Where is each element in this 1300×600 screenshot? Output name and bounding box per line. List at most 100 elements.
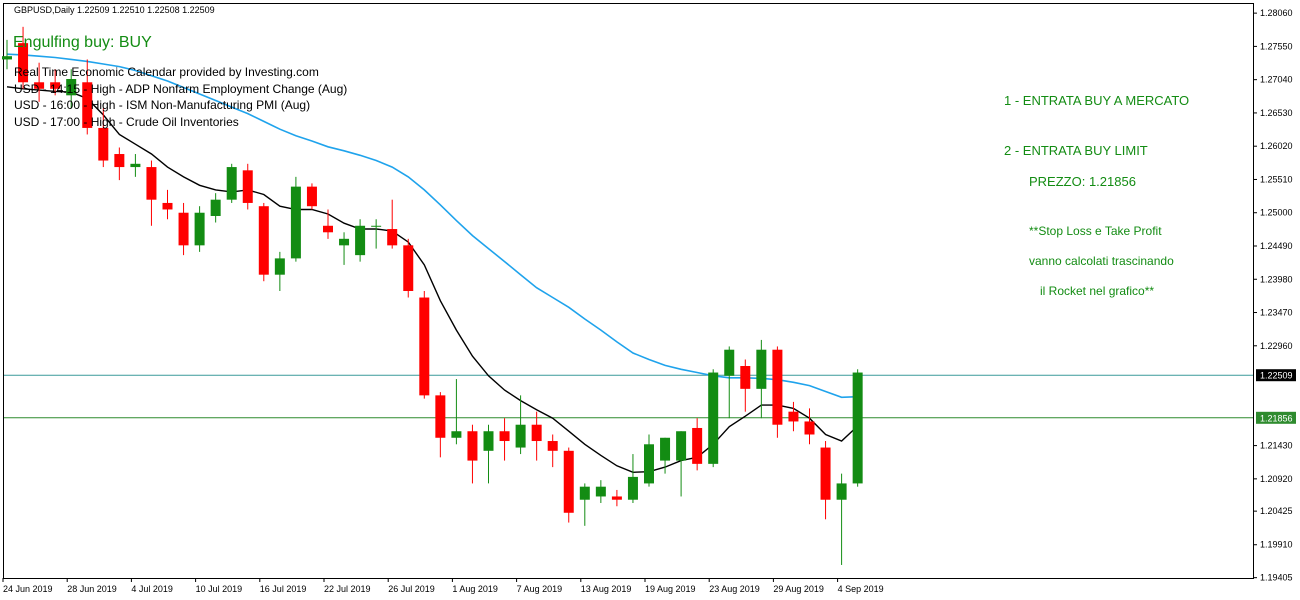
candle: [483, 424, 494, 484]
candle-body: [194, 212, 205, 246]
candle: [531, 411, 542, 461]
candle: [290, 176, 301, 262]
note-limit-price: PREZZO: 1.21856: [1029, 174, 1136, 189]
note-sl-tp-3: il Rocket nel grafico**: [1040, 284, 1155, 298]
candle: [162, 189, 173, 220]
candle-body: [34, 82, 45, 89]
x-tick-label: 1 Aug 2019: [452, 584, 498, 594]
candle: [98, 108, 109, 168]
candle: [708, 369, 719, 468]
candle-body: [579, 486, 590, 500]
y-axis: 1.28060 1.27550 1.27040 1.26530 1.26020 1.255…: [1253, 8, 1293, 583]
candle-body: [258, 206, 269, 275]
candle-body: [660, 437, 671, 461]
candle-body: [387, 229, 398, 246]
candle-body: [756, 349, 767, 389]
candle: [788, 401, 799, 432]
current-price-tag-bg: [1256, 369, 1296, 382]
candle: [210, 193, 221, 223]
candle: [435, 392, 446, 458]
candle: [820, 441, 831, 520]
candle-body: [499, 431, 510, 442]
candle: [467, 424, 478, 484]
candle-body: [82, 82, 93, 128]
y-tick-label: 1.21430: [1260, 441, 1293, 451]
price-tags: 1.22509 1.21856: [1256, 369, 1296, 424]
y-tick-label: 1.25510: [1260, 174, 1293, 184]
price-level-lines[interactable]: [4, 374, 1253, 419]
candle: [595, 480, 606, 503]
candle-body: [114, 154, 125, 168]
candle: [114, 147, 125, 181]
y-tick-label: 1.27040: [1260, 75, 1293, 85]
x-tick-label: 4 Sep 2019: [838, 584, 884, 594]
x-tick-label: 7 Aug 2019: [517, 584, 563, 594]
candle-body: [515, 424, 526, 448]
candle-body: [210, 199, 221, 216]
x-tick-label: 23 Aug 2019: [709, 584, 760, 594]
candle: [274, 251, 285, 291]
note-sl-tp-2: vanno calcolati trascinando: [1029, 254, 1174, 268]
candle-body: [146, 167, 157, 200]
candle: [339, 232, 350, 265]
candle-body: [531, 424, 542, 442]
candle-body: [740, 366, 751, 389]
candle: [403, 238, 414, 298]
candle: [756, 339, 767, 419]
candle-body: [226, 167, 237, 200]
candle-body: [18, 43, 29, 83]
note-market-entry: 1 - ENTRATA BUY A MERCATO: [1004, 93, 1190, 108]
calendar-title: Real Time Economic Calendar provided by …: [14, 65, 319, 79]
y-tick-label: 1.26020: [1260, 141, 1293, 151]
candle: [644, 434, 654, 487]
candle: [387, 199, 398, 249]
x-tick-label: 28 Jun 2019: [67, 584, 117, 594]
candle: [178, 202, 189, 256]
candle-body: [451, 431, 462, 438]
candle-body: [274, 258, 285, 275]
x-tick-label: 24 Jun 2019: [3, 584, 53, 594]
candle: [676, 431, 687, 497]
candle: [804, 408, 815, 445]
calendar-event: USD - 14:15 - High - ADP Nonfarm Employm…: [14, 81, 348, 96]
candle: [611, 489, 622, 507]
symbol-info: GBPUSD,Daily 1.22509 1.22510 1.22508 1.2…: [14, 5, 215, 15]
candle: [499, 418, 510, 461]
candle: [34, 62, 45, 102]
signal-label: Engulfing buy: BUY: [13, 34, 152, 51]
candle-body: [676, 431, 687, 461]
ma-fast-line: [6, 86, 859, 474]
x-tick-label: 26 Jul 2019: [388, 584, 435, 594]
candle: [306, 183, 317, 210]
candle: [82, 59, 93, 135]
limit-price-tag-text: 1.21856: [1260, 413, 1293, 423]
candle-body: [371, 225, 382, 227]
candle: [18, 26, 29, 89]
candle: [146, 160, 157, 226]
candle-body: [820, 447, 831, 500]
candle: [724, 346, 735, 419]
candle: [547, 434, 558, 468]
y-tick-label: 1.19405: [1260, 573, 1293, 583]
x-tick-label: 13 Aug 2019: [581, 584, 632, 594]
candle-body: [306, 186, 317, 207]
candle-body: [419, 297, 430, 396]
candle-body: [130, 163, 141, 168]
candle-body: [355, 225, 366, 256]
limit-price-tag-bg: [1256, 411, 1296, 424]
candle-body: [692, 427, 703, 464]
y-tick-label: 1.19910: [1260, 540, 1293, 550]
candle: [772, 346, 783, 438]
candle-body: [290, 186, 301, 259]
candlesticks: [2, 26, 863, 565]
candle: [579, 483, 590, 526]
candle-body: [66, 79, 77, 96]
candle-body: [323, 225, 333, 233]
candle: [226, 163, 237, 203]
candle-body: [804, 421, 815, 435]
candle-body: [852, 372, 863, 484]
candle-body: [644, 444, 654, 484]
candle: [371, 219, 382, 249]
candle: [627, 454, 638, 503]
